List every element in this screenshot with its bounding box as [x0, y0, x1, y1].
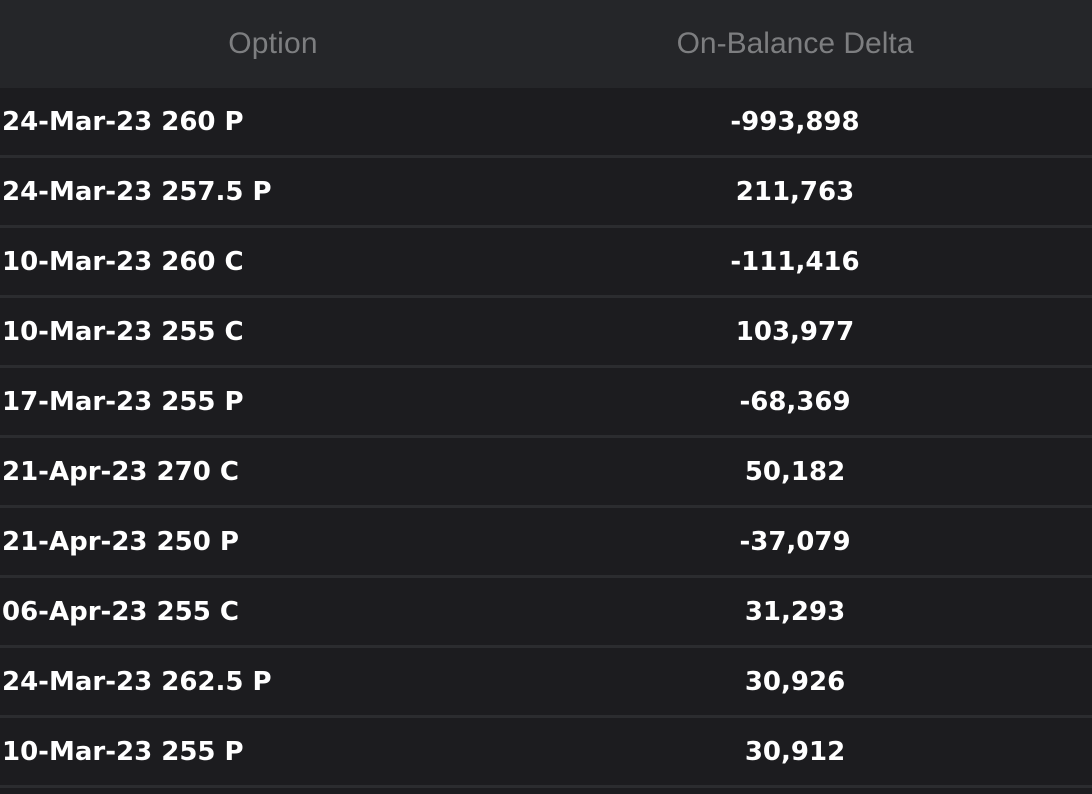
option-cell: 21-Apr-23 250 P — [2, 526, 239, 557]
option-cell: 21-Apr-23 270 C — [2, 456, 239, 487]
table-row[interactable]: 24-Mar-23 262.5 P 30,926 — [0, 648, 1092, 718]
delta-cell: 211,763 — [735, 176, 855, 207]
delta-cell: 30,926 — [744, 666, 846, 697]
delta-cell: 103,977 — [735, 316, 855, 347]
table-row[interactable]: 10-Mar-23 255 C 103,977 — [0, 298, 1092, 368]
option-cell: 17-Mar-23 255 P — [2, 386, 244, 417]
delta-cell: -68,369 — [739, 386, 851, 417]
delta-cell: -993,898 — [730, 106, 860, 137]
column-header-on-balance-delta[interactable]: On-Balance Delta — [676, 27, 914, 60]
option-cell: 24-Mar-23 257.5 P — [2, 176, 272, 207]
table-row[interactable]: 24-Mar-23 260 P -993,898 — [0, 88, 1092, 158]
table-row[interactable]: 17-Mar-23 255 P -68,369 — [0, 368, 1092, 438]
option-cell: 10-Mar-23 255 P — [2, 736, 244, 767]
option-cell: 24-Mar-23 260 P — [2, 106, 244, 137]
option-cell: 06-Apr-23 255 C — [2, 596, 239, 627]
table-row[interactable]: 06-Apr-23 255 C 31,293 — [0, 578, 1092, 648]
option-cell: 10-Mar-23 255 C — [2, 316, 244, 347]
table-header: Option On-Balance Delta — [0, 0, 1092, 88]
delta-cell: -111,416 — [730, 246, 860, 277]
option-cell: 24-Mar-23 262.5 P — [2, 666, 272, 697]
table-row[interactable]: 21-Apr-23 270 C 50,182 — [0, 438, 1092, 508]
table-row[interactable]: 10-Mar-23 260 C -111,416 — [0, 228, 1092, 298]
delta-cell: -37,079 — [739, 526, 851, 557]
table-row[interactable]: 10-Mar-23 255 P 30,912 — [0, 718, 1092, 788]
table-body: 24-Mar-23 260 P -993,898 24-Mar-23 257.5… — [0, 88, 1092, 788]
delta-cell: 31,293 — [744, 596, 846, 627]
option-cell: 10-Mar-23 260 C — [2, 246, 244, 277]
delta-cell: 50,182 — [744, 456, 846, 487]
delta-cell: 30,912 — [744, 736, 846, 767]
column-header-option[interactable]: Option — [228, 27, 318, 60]
table-row[interactable]: 24-Mar-23 257.5 P 211,763 — [0, 158, 1092, 228]
table-row[interactable]: 21-Apr-23 250 P -37,079 — [0, 508, 1092, 578]
